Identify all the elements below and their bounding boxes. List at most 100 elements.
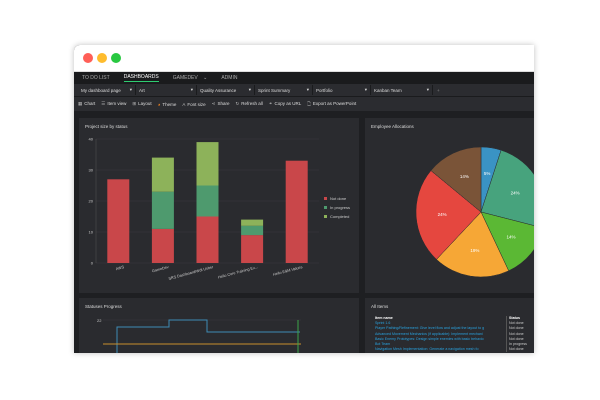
panel-title: All Items	[371, 304, 389, 309]
item-view-button[interactable]: ☰ Item view	[101, 101, 126, 107]
list-icon: ☰	[101, 101, 106, 106]
table-row[interactable]: Sprint 1.6	[375, 321, 391, 326]
all-items-panel: All Items Item name Sprint 1.6 Player Pa…	[365, 298, 534, 353]
share-button[interactable]: ⋖ Share	[212, 101, 230, 107]
refresh-all-button[interactable]: ↻ Refresh all	[235, 101, 262, 107]
line-chart: 22	[97, 318, 301, 353]
items-table-names: Item name Sprint 1.6 Player Pathing/Refi…	[375, 316, 505, 352]
nav-tabs: TO DO LIST DASHBOARDS GAMEDEV ⌄ ADMIN	[74, 72, 534, 84]
chevron-down-icon: ▾	[364, 87, 367, 92]
share-icon: ⋖	[211, 101, 216, 106]
bar-segment	[196, 142, 219, 186]
table-row[interactable]: Advanced Movement Mechanics (if applicab…	[375, 331, 483, 336]
chevron-down-icon: ▾	[190, 87, 193, 92]
label: Copy as URL	[274, 101, 302, 106]
label: Refresh all	[241, 101, 263, 106]
pie-slice	[430, 146, 482, 213]
pie-slice	[480, 211, 534, 272]
y-tick-label: 10	[89, 230, 94, 235]
layout-icon: ⊞	[132, 101, 137, 106]
table-row[interactable]: Player Pathing/Refinement: Give level fl…	[375, 326, 485, 331]
x-tick-label: Hello Core Training Ex...	[218, 265, 259, 280]
chevron-down-icon: ▾	[426, 87, 429, 92]
bar-segment	[241, 225, 264, 236]
selector-kanban-team[interactable]: Kanban Team ▾	[371, 85, 433, 95]
slice-label: 14%	[507, 234, 516, 239]
series-line-blue	[116, 319, 300, 353]
status-cell: In progress	[509, 342, 527, 347]
tab-gamedev-label: GAMEDEV	[172, 75, 198, 81]
bar-chart-panel: Project size by status 0 10 20 30 40 AWS GameD…	[79, 118, 359, 293]
bar-segment	[151, 228, 174, 263]
status-cell: Not done	[509, 326, 524, 331]
y-tick-label: 0	[91, 261, 94, 266]
font-size-button[interactable]: A Font size	[182, 102, 205, 107]
toolbar: ▦ Chart ☰ Item view ⊞ Layout ◕ Theme A Font s…	[74, 97, 534, 111]
pie-slice	[415, 170, 482, 260]
theme-icon: ◕	[157, 101, 161, 107]
legend-label: Completed	[330, 214, 349, 219]
legend-label: Not done	[330, 196, 347, 201]
status-cell: Not done	[509, 347, 524, 352]
label: Share	[217, 101, 230, 106]
tab-to-do-list[interactable]: TO DO LIST	[82, 75, 110, 81]
pie-chart: 5% 24% 14% 19% 24% 14%	[415, 146, 534, 278]
tab-gamedev[interactable]: GAMEDEV ⌄	[173, 75, 208, 81]
selector-value: My dashboard page	[81, 87, 121, 93]
x-tick-label: GameDev	[152, 265, 170, 273]
pie-chart-panel: Employee Allocations 5% 24% 14% 19% 24% 14%	[365, 118, 534, 293]
panel-title: Employee Allocations	[371, 124, 414, 129]
link-icon: ⚭	[268, 101, 273, 106]
chevron-down-icon: ▾	[248, 87, 251, 92]
x-tick-label: Hello E&M Values	[273, 265, 303, 277]
y-tick-label: 30	[89, 168, 94, 173]
layout-button[interactable]: ⊞ Layout	[132, 101, 151, 107]
selector-value: Art	[139, 87, 145, 93]
column-header-status[interactable]: Status	[509, 316, 520, 320]
legend-swatch	[324, 215, 327, 218]
chevron-down-icon: ▾	[129, 87, 132, 92]
label: Theme	[162, 101, 177, 107]
tab-admin[interactable]: ADMIN	[221, 75, 238, 81]
table-row[interactable]: Bot Team	[375, 342, 391, 347]
status-cell: Not done	[509, 321, 524, 326]
line-chart-panel: Statuses Progress 22	[79, 298, 359, 353]
status-cell: Not done	[509, 336, 524, 341]
maximize-button[interactable]	[111, 53, 121, 63]
column-header-item-name[interactable]: Item name	[375, 316, 393, 320]
selector-sprint-summary[interactable]: Sprint Summary ▾	[255, 85, 313, 95]
tab-dashboards[interactable]: DASHBOARDS	[123, 74, 159, 82]
items-table-status: Status Not done Not done Not done Not do…	[506, 316, 527, 353]
copy-url-button[interactable]: ⚭ Copy as URL	[269, 101, 302, 107]
selector-value: Portfolio	[316, 87, 333, 93]
bar-segment	[241, 235, 264, 263]
selector-portfolio[interactable]: Portfolio ▾	[313, 85, 371, 95]
add-page-button[interactable]: +	[437, 87, 440, 93]
export-powerpoint-button[interactable]: 🗋 Export as PowerPoint	[307, 100, 356, 108]
table-row[interactable]: Navigation Mesh Implementation: Generate…	[375, 347, 479, 352]
selector-art[interactable]: Art ▾	[136, 85, 197, 95]
refresh-icon: ↻	[235, 101, 240, 106]
theme-button[interactable]: ◕ Theme	[158, 102, 177, 107]
legend-label: In progress	[330, 205, 350, 210]
slice-label: 19%	[470, 248, 479, 253]
status-cell: Not done	[509, 331, 524, 336]
slice-label: 14%	[460, 174, 469, 179]
selector-quality-assurance[interactable]: Quality Assurance ▾	[197, 85, 255, 95]
table-row[interactable]: Basic Enemy Prototypes: Design simple en…	[375, 336, 484, 341]
label: Export as PowerPoint	[312, 101, 357, 106]
dashboard-selectors: My dashboard page ▾ Art ▾ Quality Assuranc…	[74, 84, 534, 97]
chart-button[interactable]: ▦ Chart	[78, 101, 95, 107]
app-window: TO DO LIST DASHBOARDS GAMEDEV ⌄ ADMIN My…	[74, 45, 534, 353]
pie-slice	[436, 211, 510, 278]
selector-value: Sprint Summary	[258, 87, 291, 93]
bar-segment	[196, 216, 219, 263]
minimize-button[interactable]	[97, 53, 107, 63]
title-bar	[74, 45, 534, 72]
bar-segment	[107, 179, 130, 263]
close-button[interactable]	[83, 53, 93, 63]
selector-dashboard-page[interactable]: My dashboard page ▾	[78, 85, 136, 95]
panel-title: Project size by status	[85, 124, 128, 129]
y-tick-label: 40	[89, 137, 94, 142]
